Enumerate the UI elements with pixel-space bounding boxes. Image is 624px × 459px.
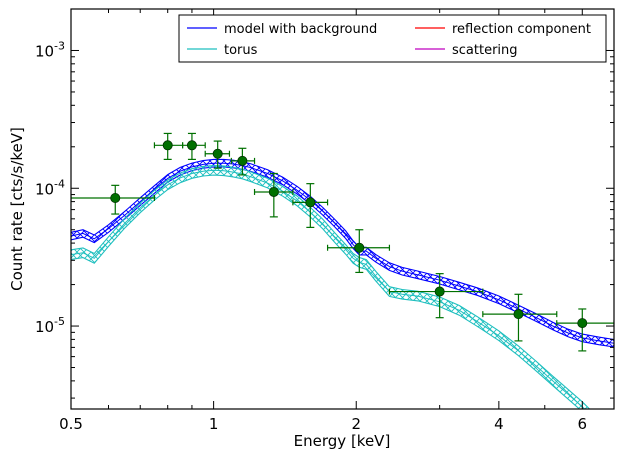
plot-area	[71, 9, 614, 409]
x-tick-label-4: 4	[494, 415, 504, 433]
x-tick-label-6: 6	[578, 415, 588, 433]
y-tick-label-m5: 10-5	[35, 315, 65, 336]
legend-entry-model-with-background: model with background	[187, 22, 377, 37]
y-tick-label-exponent: -5	[54, 315, 65, 328]
x-axis-label: Energy [keV]	[294, 432, 391, 450]
legend-label-reflection: reflection component	[452, 22, 591, 37]
data-point-marker-3	[212, 148, 223, 159]
data-point-marker-10	[577, 318, 588, 329]
y-tick-label-m4: 10-4	[35, 177, 65, 198]
y-tick-labels: 10-510-410-3	[35, 39, 65, 336]
legend-entry-reflection: reflection component	[415, 22, 591, 37]
plot-frame	[70, 8, 615, 410]
data-point-marker-0	[110, 192, 121, 203]
x-tick-labels: 0.5 1 2 4 6	[59, 415, 587, 433]
data-point-marker-2	[186, 140, 197, 151]
series-lower-line-torus	[71, 174, 581, 409]
y-tick-label-base: 10	[35, 318, 54, 336]
y-tick-label-base: 10	[35, 42, 54, 60]
series-line-model-with-background	[71, 162, 614, 344]
data-point-marker-8	[434, 286, 445, 297]
ticks-layer	[70, 8, 615, 409]
data-point-marker-1	[162, 140, 173, 151]
y-tick-label-exponent: -3	[54, 39, 65, 52]
series-upper-line-model-with-background	[71, 158, 614, 341]
series-layer	[71, 158, 614, 409]
legend-label-model: model with background	[224, 22, 377, 37]
x-tick-label-1: 1	[209, 415, 219, 433]
data-point-marker-6	[305, 197, 316, 208]
data-point-marker-9	[513, 309, 524, 320]
x-tick-label-0-5: 0.5	[59, 415, 83, 433]
legend-label-torus: torus	[224, 43, 258, 58]
data-point-marker-4	[237, 155, 248, 166]
legend-entry-torus: torus	[187, 43, 258, 58]
y-tick-label-base: 10	[35, 180, 54, 198]
legend-entry-scattering: scattering	[415, 43, 518, 58]
data-point-marker-5	[268, 186, 279, 197]
series-band-model-with-background	[71, 159, 614, 347]
y-axis-label: Count rate [cts/s/keV]	[8, 127, 26, 291]
y-tick-label-exponent: -4	[54, 177, 65, 190]
series-line-torus	[71, 169, 586, 409]
y-tick-label-m3: 10-3	[35, 39, 65, 60]
data-point-marker-7	[354, 242, 365, 253]
legend-box	[178, 14, 607, 63]
data-points-layer	[71, 132, 614, 352]
legend: model with background torus reflection c…	[178, 14, 607, 63]
series-upper-line-torus	[71, 164, 591, 409]
x-tick-label-2: 2	[351, 415, 361, 433]
legend-label-scattering: scattering	[452, 43, 518, 58]
